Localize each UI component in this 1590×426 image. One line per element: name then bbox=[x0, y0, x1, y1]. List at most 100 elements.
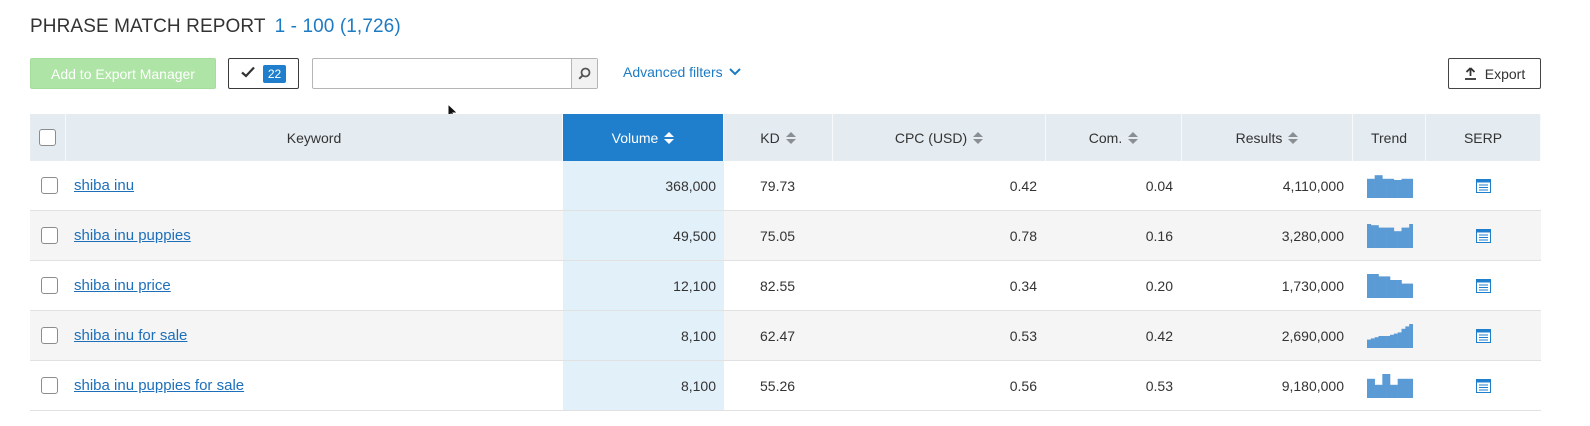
row-checkbox[interactable] bbox=[40, 327, 58, 344]
column-header-volume[interactable]: Volume bbox=[563, 114, 724, 161]
keyword-table: Keyword Volume KD CPC (USD) Com. Results… bbox=[30, 114, 1541, 411]
keyword-link[interactable]: shiba inu puppies bbox=[74, 227, 191, 244]
keyword-link[interactable]: shiba inu price bbox=[74, 277, 171, 294]
trend-sparkline[interactable] bbox=[1366, 223, 1413, 248]
trend-bar bbox=[1385, 178, 1390, 198]
row-checkbox[interactable] bbox=[40, 227, 58, 244]
trend-bar bbox=[1370, 337, 1375, 348]
trend-bar bbox=[1393, 384, 1398, 398]
com-cell: 0.20 bbox=[1145, 277, 1173, 294]
row-checkbox-cell bbox=[30, 361, 66, 410]
trend-bar bbox=[1401, 227, 1406, 248]
serp-list-icon[interactable] bbox=[1476, 328, 1491, 343]
trend-sparkline[interactable] bbox=[1366, 323, 1413, 348]
column-header-results[interactable]: Results bbox=[1182, 114, 1353, 161]
trend-bar bbox=[1381, 275, 1386, 298]
table-row: shiba inu 368,000 79.73 0.42 0.04 4,110,… bbox=[30, 161, 1541, 211]
search-button[interactable] bbox=[571, 59, 597, 88]
trend-bar bbox=[1370, 273, 1375, 298]
trend-sparkline[interactable] bbox=[1366, 373, 1413, 398]
trend-bar bbox=[1389, 178, 1394, 198]
cpc-cell: 0.78 bbox=[1009, 227, 1037, 244]
trend-bar bbox=[1389, 334, 1394, 348]
trend-sparkline[interactable] bbox=[1366, 273, 1413, 298]
trend-bar bbox=[1397, 331, 1402, 348]
select-all-checkbox[interactable] bbox=[39, 129, 56, 146]
trend-bar bbox=[1385, 335, 1390, 348]
trend-bar bbox=[1385, 275, 1390, 298]
sort-icon bbox=[1288, 131, 1299, 144]
trend-bar bbox=[1366, 178, 1371, 198]
trend-bar bbox=[1378, 275, 1383, 298]
check-icon bbox=[241, 66, 255, 81]
serp-list-icon[interactable] bbox=[1476, 228, 1491, 243]
row-checkbox[interactable] bbox=[40, 277, 58, 294]
trend-bar bbox=[1374, 336, 1379, 348]
selected-count-badge: 22 bbox=[262, 64, 287, 83]
keyword-cell: shiba inu for sale bbox=[66, 311, 563, 360]
trend-bar bbox=[1374, 273, 1379, 298]
add-to-export-manager-button[interactable]: Add to Export Manager bbox=[30, 58, 216, 89]
volume-cell: 12,100 bbox=[563, 261, 724, 310]
column-header-cpc-label: CPC (USD) bbox=[894, 129, 968, 146]
trend-bar bbox=[1381, 373, 1386, 398]
search-box bbox=[312, 58, 598, 89]
keyword-link[interactable]: shiba inu bbox=[74, 177, 135, 194]
trend-bar bbox=[1404, 178, 1409, 198]
column-header-kd[interactable]: KD bbox=[724, 114, 833, 161]
volume-cell: 8,100 bbox=[563, 361, 724, 410]
row-checkbox-cell bbox=[30, 311, 66, 360]
trend-cell bbox=[1353, 211, 1426, 260]
sort-icon bbox=[1128, 131, 1139, 144]
row-checkbox[interactable] bbox=[40, 177, 58, 194]
table-header: Keyword Volume KD CPC (USD) Com. Results… bbox=[30, 114, 1541, 161]
serp-list-icon[interactable] bbox=[1476, 278, 1491, 293]
export-button[interactable]: Export bbox=[1448, 58, 1541, 89]
column-header-results-label: Results bbox=[1235, 129, 1283, 146]
row-checkbox-cell bbox=[30, 261, 66, 310]
advanced-filters-toggle[interactable]: Advanced filters bbox=[623, 64, 741, 80]
trend-bar bbox=[1397, 378, 1402, 398]
report-title-text: PHRASE MATCH REPORT bbox=[30, 16, 266, 37]
serp-list-icon[interactable] bbox=[1476, 378, 1491, 393]
com-cell: 0.16 bbox=[1145, 227, 1173, 244]
cpc-cell: 0.34 bbox=[1009, 277, 1037, 294]
trend-bar bbox=[1381, 335, 1386, 348]
trend-bar bbox=[1397, 279, 1402, 298]
select-all-cell bbox=[30, 114, 66, 161]
trend-cell bbox=[1353, 261, 1426, 310]
kd-cell: 55.26 bbox=[760, 377, 796, 394]
row-checkbox[interactable] bbox=[40, 377, 58, 394]
serp-cell bbox=[1426, 261, 1541, 310]
trend-bar bbox=[1389, 384, 1394, 398]
selected-keywords-button[interactable]: 22 bbox=[228, 58, 299, 89]
column-header-trend: Trend bbox=[1353, 114, 1426, 161]
com-cell: 0.04 bbox=[1145, 177, 1173, 194]
column-header-cpc[interactable]: CPC (USD) bbox=[833, 114, 1046, 161]
column-header-com[interactable]: Com. bbox=[1046, 114, 1182, 161]
trend-bar bbox=[1370, 178, 1375, 198]
kd-cell: 82.55 bbox=[760, 277, 796, 294]
trend-cell bbox=[1353, 361, 1426, 410]
search-input[interactable] bbox=[313, 59, 571, 88]
column-header-keyword[interactable]: Keyword bbox=[66, 114, 563, 161]
keyword-link[interactable]: shiba inu puppies for sale bbox=[74, 377, 245, 394]
results-cell: 9,180,000 bbox=[1281, 377, 1344, 394]
report-range: 1 - 100 (1,726) bbox=[274, 16, 401, 37]
keyword-cell: shiba inu price bbox=[66, 261, 563, 310]
column-header-serp: SERP bbox=[1426, 114, 1541, 161]
report-title: PHRASE MATCH REPORT 1 - 100 (1,726) bbox=[30, 16, 401, 38]
serp-list-icon[interactable] bbox=[1476, 178, 1491, 193]
trend-bar bbox=[1408, 223, 1413, 248]
table-row: shiba inu puppies 49,500 75.05 0.78 0.16… bbox=[30, 211, 1541, 261]
sort-icon bbox=[973, 131, 984, 144]
sort-icon bbox=[785, 131, 796, 144]
trend-bar bbox=[1378, 227, 1383, 248]
cpc-cell: 0.42 bbox=[1009, 177, 1037, 194]
trend-bar bbox=[1370, 224, 1375, 248]
serp-cell bbox=[1426, 161, 1541, 210]
trend-bar bbox=[1370, 378, 1375, 398]
trend-bar bbox=[1404, 325, 1409, 348]
trend-sparkline[interactable] bbox=[1366, 174, 1413, 198]
keyword-link[interactable]: shiba inu for sale bbox=[74, 327, 188, 344]
